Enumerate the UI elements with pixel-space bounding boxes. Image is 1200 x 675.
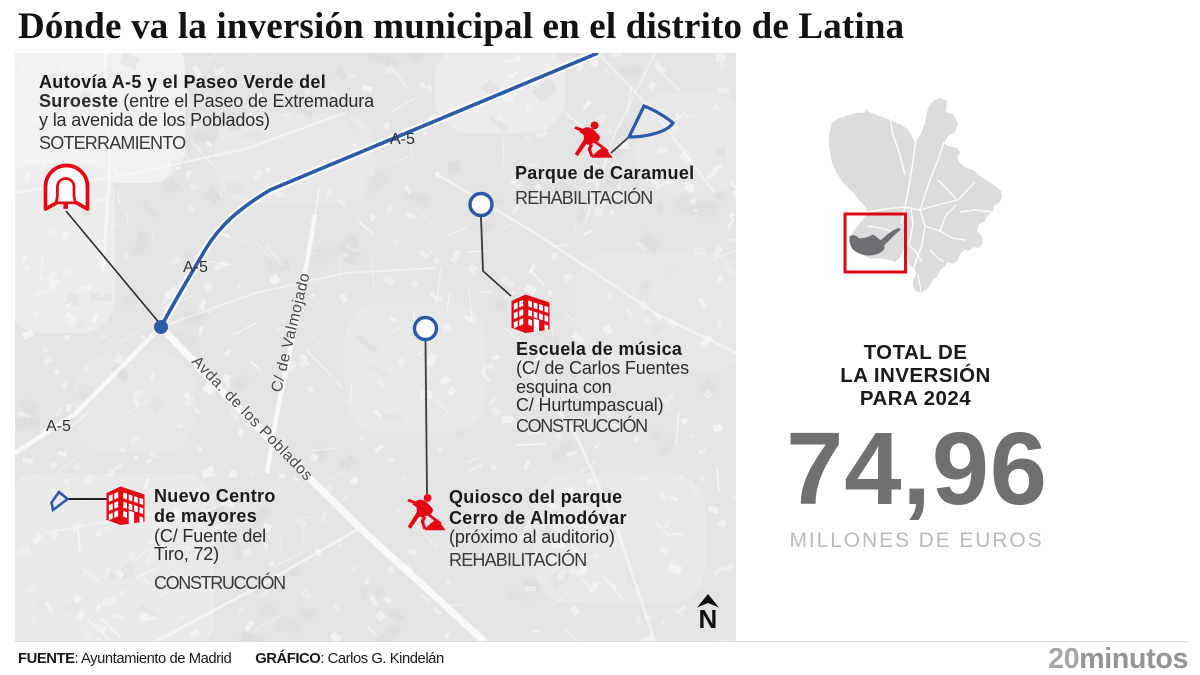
svg-text:A-5: A-5	[46, 418, 71, 435]
svg-text:A-5: A-5	[390, 131, 415, 148]
svg-text:A-5: A-5	[183, 259, 208, 276]
svg-text:N: N	[699, 604, 718, 634]
